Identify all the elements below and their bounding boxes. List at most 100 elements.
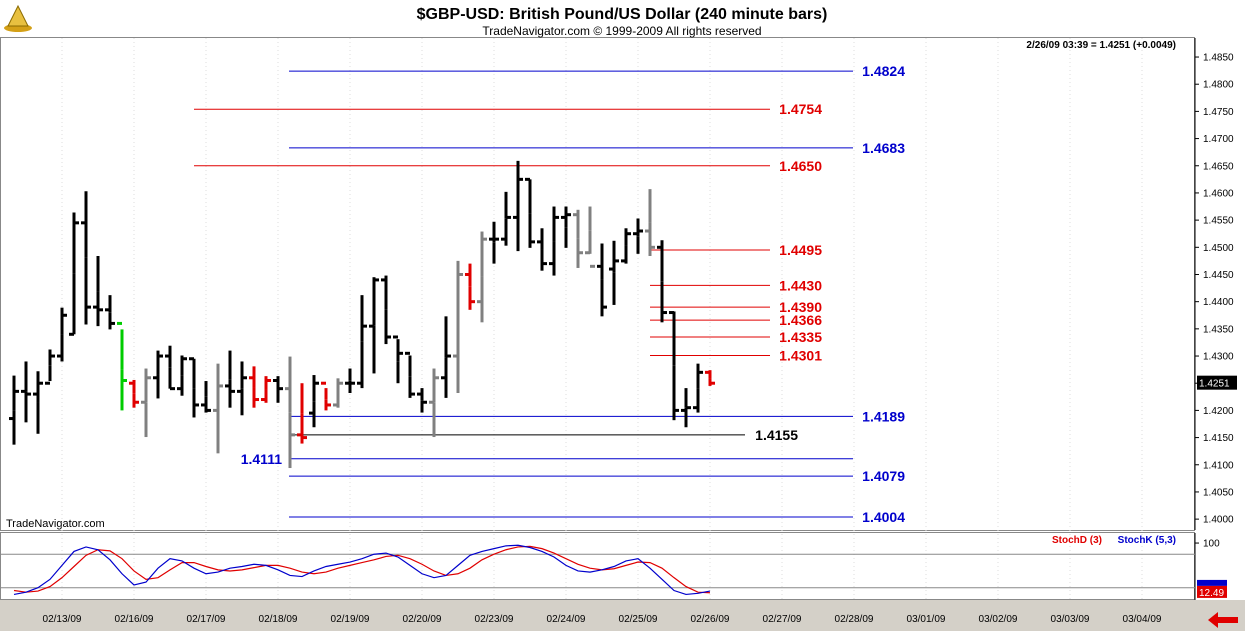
bar: #000 bbox=[9, 375, 19, 445]
bar: #e00000 bbox=[321, 381, 331, 411]
stoch-line bbox=[13, 545, 711, 594]
x-tick-label: 02/26/09 bbox=[691, 614, 730, 625]
logo bbox=[4, 4, 32, 32]
y-tick-label: 1.4450 bbox=[1203, 270, 1234, 281]
legend-entry: StochD (3) bbox=[1052, 535, 1102, 546]
y-tick-label: 1.4300 bbox=[1203, 352, 1234, 363]
x-tick-label: 02/27/09 bbox=[763, 614, 802, 625]
bar: #e00000 bbox=[249, 366, 259, 408]
bar: #000 bbox=[441, 316, 451, 398]
x-tick-label: 03/02/09 bbox=[979, 614, 1018, 625]
y-tick-label: 1.4000 bbox=[1203, 515, 1234, 526]
bar: #000 bbox=[609, 240, 619, 305]
bar: #000 bbox=[153, 350, 163, 399]
x-tick-label: 02/23/09 bbox=[475, 614, 514, 625]
y-tick-label: 1.4850 bbox=[1203, 53, 1234, 64]
x-tick-label: 02/16/09 bbox=[115, 614, 154, 625]
level-label: 1.4004 bbox=[862, 509, 905, 525]
bar: #e00000 bbox=[261, 376, 271, 403]
subtitle: TradeNavigator.com © 1999-2009 All right… bbox=[482, 24, 761, 38]
x-tick-label: 03/01/09 bbox=[907, 614, 946, 625]
bar: #000 bbox=[69, 212, 79, 336]
x-tick-label: 02/25/09 bbox=[619, 614, 658, 625]
bar: #000 bbox=[93, 256, 103, 327]
bar: #808080 bbox=[141, 368, 151, 438]
bar: #e00000 bbox=[297, 383, 307, 444]
bar: #000 bbox=[525, 177, 535, 248]
bar: #000 bbox=[513, 160, 523, 252]
bar: #e00000 bbox=[465, 263, 475, 310]
quote: 2/26/09 03:39 = 1.4251 (+0.0049) bbox=[1026, 40, 1176, 51]
y-tick-label: 1.4700 bbox=[1203, 134, 1234, 145]
level-label: 1.4189 bbox=[862, 408, 905, 424]
x-tick-label: 02/24/09 bbox=[547, 614, 586, 625]
y-tick-label: 1.4100 bbox=[1203, 460, 1234, 471]
x-tick-label: 02/20/09 bbox=[403, 614, 442, 625]
level-label: 1.4335 bbox=[779, 329, 822, 345]
level-label: 1.4754 bbox=[779, 101, 822, 117]
x-tick-label: 03/04/09 bbox=[1123, 614, 1162, 625]
x-tick-label: 02/17/09 bbox=[187, 614, 226, 625]
bar: #000 bbox=[273, 376, 283, 403]
y-tick-label: 1.4550 bbox=[1203, 216, 1234, 227]
x-tick-label: 03/03/09 bbox=[1051, 614, 1090, 625]
y-tick-label: 1.4350 bbox=[1203, 324, 1234, 335]
bar: #000 bbox=[225, 350, 235, 408]
bar: #000 bbox=[549, 206, 559, 276]
bar: #000 bbox=[561, 206, 571, 248]
bar: #000 bbox=[81, 191, 91, 325]
bar: #000 bbox=[681, 388, 691, 428]
x-tick-label: 02/19/09 bbox=[331, 614, 370, 625]
last-price-label: 1.4251 bbox=[1199, 379, 1230, 390]
bar: #000 bbox=[621, 228, 631, 264]
scroll-arrow[interactable] bbox=[1208, 612, 1238, 628]
bar: #808080 bbox=[573, 209, 583, 268]
bar: #808080 bbox=[585, 206, 595, 268]
chart-title: $GBP-USD: British Pound/US Dollar (240 m… bbox=[417, 6, 828, 23]
level-label: 1.4366 bbox=[779, 312, 822, 328]
bar: #000 bbox=[693, 363, 703, 413]
bar: #000 bbox=[393, 335, 403, 384]
bar: #000 bbox=[345, 368, 355, 394]
level-label: 1.4650 bbox=[779, 158, 822, 174]
y-tick-label: 1.4150 bbox=[1203, 433, 1234, 444]
bar: #808080 bbox=[477, 231, 487, 323]
bar: #000 bbox=[165, 345, 175, 391]
y-tick-label: 1.4750 bbox=[1203, 107, 1234, 118]
bar: #000 bbox=[537, 228, 547, 271]
bar: #000 bbox=[57, 307, 67, 362]
legend-entry: StochK (5,3) bbox=[1118, 535, 1176, 546]
y-tick-label: 1.4400 bbox=[1203, 297, 1234, 308]
bar: #000 bbox=[189, 357, 199, 418]
bar: #000 bbox=[237, 361, 247, 416]
x-tick-label: 02/13/09 bbox=[43, 614, 82, 625]
level-label: 1.4155 bbox=[755, 427, 798, 443]
date-strip bbox=[0, 600, 1245, 631]
bar: #808080 bbox=[645, 189, 655, 257]
bar: #000 bbox=[105, 295, 115, 330]
level-label: 1.4079 bbox=[862, 468, 905, 484]
bar: #000 bbox=[417, 388, 427, 413]
stoch-tick-label: 100 bbox=[1203, 539, 1220, 550]
y-tick-label: 1.4050 bbox=[1203, 487, 1234, 498]
stoch-last-box-top bbox=[1197, 579, 1227, 586]
bar: #808080 bbox=[285, 356, 295, 469]
bar: #e00000 bbox=[129, 379, 139, 408]
level-label: 1.4390 bbox=[779, 299, 822, 315]
level-label: 1.4495 bbox=[779, 242, 822, 258]
last-price-box bbox=[1197, 375, 1237, 390]
bar: #808080 bbox=[333, 378, 343, 408]
y-tick-label: 1.4200 bbox=[1203, 406, 1234, 417]
bar: #808080 bbox=[453, 260, 463, 394]
bar: #000 bbox=[381, 275, 391, 345]
watermark: TradeNavigator.com bbox=[6, 518, 105, 530]
bar: #000 bbox=[45, 349, 55, 385]
bar: #000 bbox=[597, 243, 607, 317]
bar: #000 bbox=[369, 277, 379, 374]
bar: #000 bbox=[309, 375, 319, 428]
bar: #000 bbox=[405, 351, 415, 398]
stoch-last-label: 12.49 bbox=[1199, 588, 1224, 599]
stoch-last-box bbox=[1197, 585, 1227, 598]
